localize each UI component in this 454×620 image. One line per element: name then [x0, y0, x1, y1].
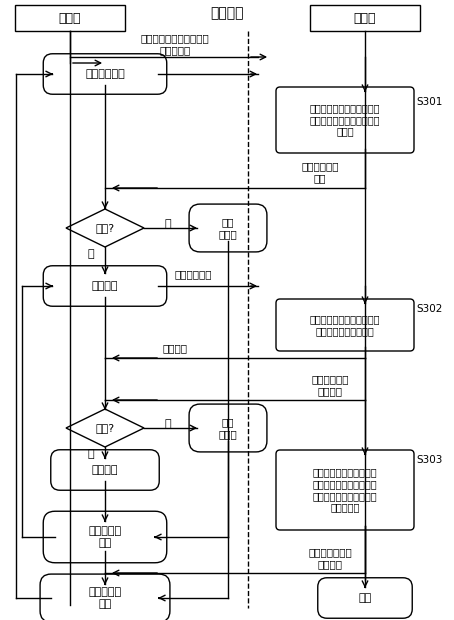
- Text: 通信机制: 通信机制: [210, 6, 244, 20]
- FancyBboxPatch shape: [310, 5, 420, 31]
- FancyBboxPatch shape: [43, 54, 167, 94]
- FancyBboxPatch shape: [43, 512, 167, 563]
- Text: 开始下一个
进程: 开始下一个 进程: [89, 526, 122, 548]
- Text: 否: 否: [165, 219, 171, 229]
- FancyBboxPatch shape: [43, 266, 167, 306]
- Text: 获取用户名和密码，并对其
解密，得出用户度量值并比
较校验: 获取用户名和密码，并对其 解密，得出用户度量值并比 较校验: [310, 104, 380, 136]
- Text: 开始用户度量: 开始用户度量: [85, 69, 125, 79]
- Text: 正确?: 正确?: [95, 223, 114, 233]
- FancyBboxPatch shape: [276, 87, 414, 153]
- FancyBboxPatch shape: [318, 578, 412, 618]
- FancyBboxPatch shape: [40, 574, 170, 620]
- Polygon shape: [66, 409, 144, 447]
- Text: 对进程镜像度量，得出进程
镜像度量值并比较校验: 对进程镜像度量，得出进程 镜像度量值并比较校验: [310, 314, 380, 336]
- Text: 放弃
该进程: 放弃 该进程: [219, 417, 237, 439]
- FancyBboxPatch shape: [189, 404, 267, 452]
- Polygon shape: [66, 209, 144, 247]
- Text: 将用户名和密码加密后发
送给本装置: 将用户名和密码加密后发 送给本装置: [141, 33, 209, 55]
- FancyBboxPatch shape: [276, 450, 414, 530]
- Text: 校验结果: 校验结果: [163, 343, 188, 353]
- Text: S303: S303: [416, 455, 442, 465]
- Text: 宿主机: 宿主机: [59, 12, 81, 25]
- Text: S301: S301: [416, 97, 442, 107]
- Text: 返回用户度量
结果: 返回用户度量 结果: [301, 161, 339, 183]
- Text: 返回进程镜像
度量结果: 返回进程镜像 度量结果: [311, 374, 349, 396]
- Text: 循环: 循环: [358, 593, 372, 603]
- Text: 正确?: 正确?: [95, 423, 114, 433]
- Text: 返回进程特征值
度量结果: 返回进程特征值 度量结果: [308, 547, 352, 569]
- Text: 提交进程镜像: 提交进程镜像: [174, 269, 212, 279]
- Text: 放弃
该用户: 放弃 该用户: [219, 217, 237, 239]
- Text: S302: S302: [416, 304, 442, 314]
- FancyBboxPatch shape: [189, 204, 267, 252]
- Text: 装载进程: 装载进程: [92, 281, 118, 291]
- FancyBboxPatch shape: [276, 299, 414, 351]
- Text: 否: 否: [165, 419, 171, 429]
- Text: 提取特征值并顺序放到一
个块中，对进程特征值度
量，得出进程特征值度量
并比较校验: 提取特征值并顺序放到一 个块中，对进程特征值度 量，得出进程特征值度量 并比较校…: [313, 467, 377, 512]
- Text: 本装置: 本装置: [354, 12, 376, 25]
- Text: 是: 是: [88, 249, 94, 259]
- Text: 启动进程: 启动进程: [92, 465, 118, 475]
- Text: 开始下一个
用户: 开始下一个 用户: [89, 587, 122, 609]
- FancyBboxPatch shape: [51, 450, 159, 490]
- Text: 是: 是: [88, 449, 94, 459]
- FancyBboxPatch shape: [15, 5, 125, 31]
